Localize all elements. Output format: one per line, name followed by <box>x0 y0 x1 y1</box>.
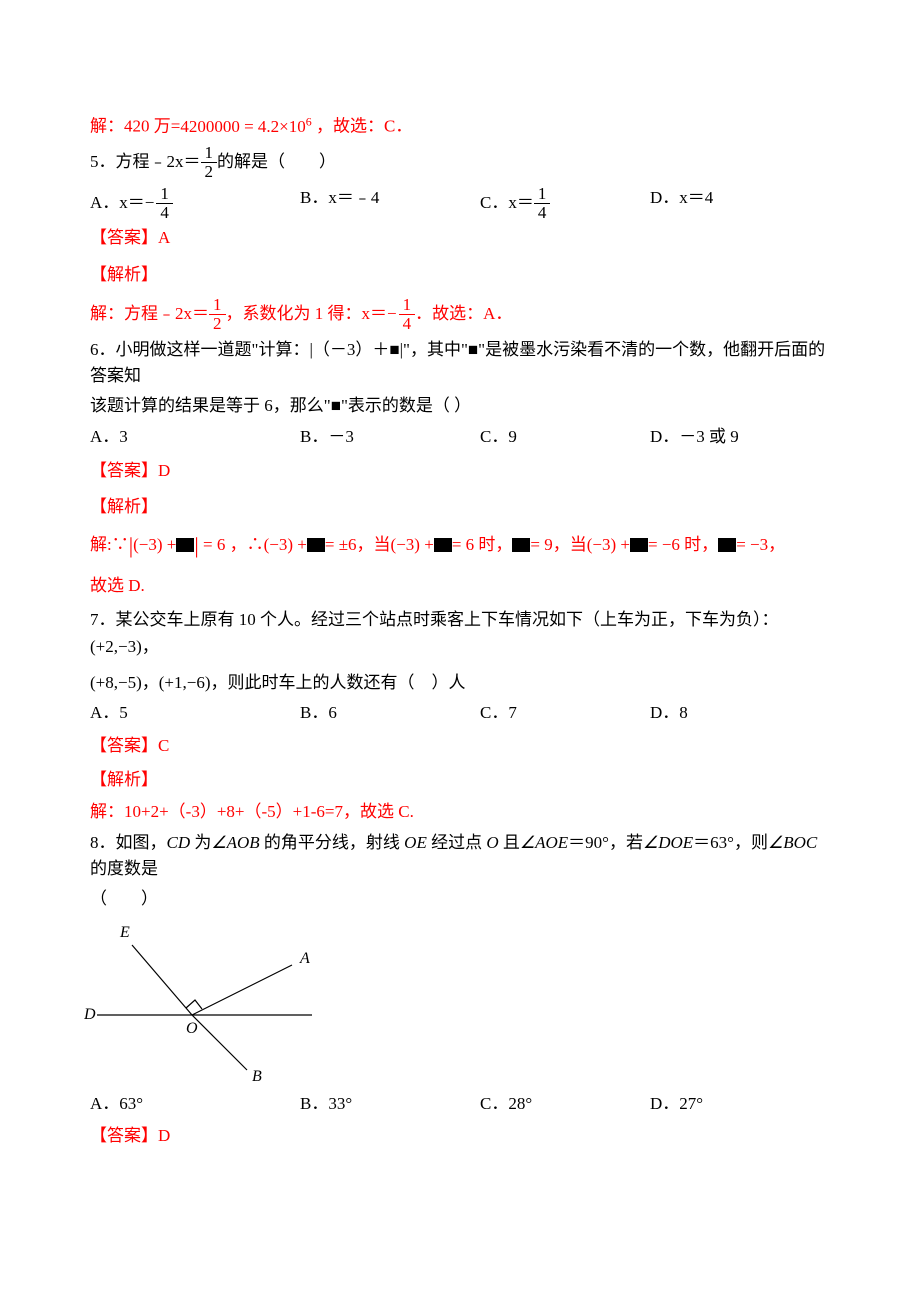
q5-option-a: A．x＝ −14 <box>90 185 300 222</box>
q7-solution: 解：10+2+（-3）+8+（-5）+1-6=7，故选 C. <box>90 799 830 825</box>
page: 解：420 万=4200000 = 4.2×106 ，故选：C． 5．方程﹣2x… <box>0 0 920 1302</box>
blot-icon <box>630 538 648 552</box>
q4-suffix: ，故选：C． <box>312 117 413 136</box>
q6-option-a: A．3 <box>90 424 300 450</box>
blot-icon <box>434 538 452 552</box>
q8-option-a: A．63° <box>90 1091 300 1117</box>
q6-option-b: B．－3 <box>300 424 480 450</box>
q5-analysis-label: 【解析】 <box>90 262 830 288</box>
svg-text:A: A <box>299 950 310 967</box>
q6-options: A．3 B．－3 C．9 D．－3 或 9 <box>90 424 830 450</box>
q6-stem-l2: 该题计算的结果是等于 6，那么"■"表示的数是（ ） <box>90 393 830 419</box>
q5-stem: 5．方程﹣2x＝ 12 的解是（ ） <box>90 144 830 181</box>
q5-stem-prefix: 5．方程﹣2x＝ <box>90 149 201 175</box>
q7-stem-l2: (+8,−5)，(+1,−6)，则此时车上的人数还有（ ）人 <box>90 670 830 696</box>
q7-options: A．5 B．6 C．7 D．8 <box>90 700 830 726</box>
svg-text:D: D <box>84 1006 96 1023</box>
q5-solution: 解：方程﹣2x＝ 12 ，系数化为 1 得：x＝ −14 ．故选：A． <box>90 296 830 333</box>
q4-expr: 4200000 = 4.2×106 <box>180 117 311 136</box>
q7-stem-l1: 7．某公交车上原有 10 个人。经过三个站点时乘客上下车情况如下（上车为正，下车… <box>90 607 830 660</box>
q5-answer: 【答案】A <box>90 225 830 251</box>
q6-option-c: C．9 <box>480 424 650 450</box>
q8-stem-l2: （ ） <box>90 886 830 912</box>
q8-answer: 【答案】D <box>90 1123 830 1149</box>
q7-option-c: C．7 <box>480 700 650 726</box>
q4-solution: 解：420 万=4200000 = 4.2×106 ，故选：C． <box>90 112 830 140</box>
q8-stem-l1: 8．如图，CD 为∠AOB 的角平分线，射线 OE 经过点 O 且∠AOE＝90… <box>90 830 830 883</box>
q5-option-c: C．x＝ 14 <box>480 185 650 222</box>
q6-analysis-label: 【解析】 <box>90 494 830 520</box>
svg-text:O: O <box>186 1020 198 1037</box>
q6-stem-l1: 6．小明做这样一道题"计算：|（－3）＋■|"，其中"■"是被墨水污染看不清的一… <box>90 337 830 390</box>
q8-option-c: C．28° <box>480 1091 650 1117</box>
svg-text:E: E <box>119 924 130 941</box>
q8-options: A．63° B．33° C．28° D．27° <box>90 1091 830 1117</box>
q4-prefix: 解：420 万= <box>90 117 180 136</box>
q7-answer: 【答案】C <box>90 733 830 759</box>
q8-diagram: E A C B D O <box>84 917 830 1087</box>
q7-analysis-label: 【解析】 <box>90 767 830 793</box>
q7-option-a: A．5 <box>90 700 300 726</box>
q7-option-d: D．8 <box>650 700 688 726</box>
q6-option-d: D．－3 或 9 <box>650 424 739 450</box>
q5-stem-frac: 12 <box>201 144 218 181</box>
q8-option-d: D．27° <box>650 1091 703 1117</box>
q5-stem-suffix: 的解是（ ） <box>217 149 336 175</box>
blot-icon <box>718 538 736 552</box>
q7-option-b: B．6 <box>300 700 480 726</box>
blot-icon <box>307 538 325 552</box>
blot-icon <box>176 538 194 552</box>
q6-solution-2: 故选 D. <box>90 573 830 599</box>
q6-solution-1: 解:∵|(−3) +| = 6 ，∴(−3) += ±6，当(−3) += 6 … <box>90 529 830 563</box>
blot-icon <box>512 538 530 552</box>
q6-answer: 【答案】D <box>90 458 830 484</box>
q5-options: A．x＝ −14 B．x＝﹣4 C．x＝ 14 D．x＝4 <box>90 185 830 222</box>
q5-option-b: B．x＝﹣4 <box>300 185 480 222</box>
q8-option-b: B．33° <box>300 1091 480 1117</box>
svg-text:B: B <box>252 1068 262 1085</box>
q5-option-d: D．x＝4 <box>650 185 713 222</box>
